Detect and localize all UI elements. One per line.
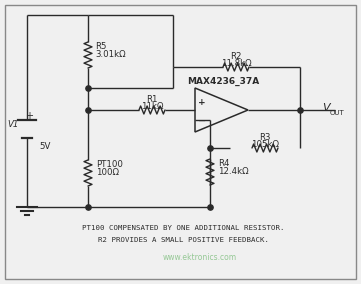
Text: R3: R3 — [259, 133, 271, 141]
Text: R2 PROVIDES A SMALL POSITIVE FEEDBACK.: R2 PROVIDES A SMALL POSITIVE FEEDBACK. — [97, 237, 269, 243]
Text: V: V — [322, 103, 330, 113]
Text: www.ektronics.com: www.ektronics.com — [163, 254, 237, 262]
Text: +: + — [198, 97, 206, 106]
Text: R4: R4 — [218, 158, 230, 168]
Text: R1: R1 — [146, 95, 158, 103]
Text: R2: R2 — [230, 51, 242, 60]
Text: 11.8kΩ: 11.8kΩ — [221, 59, 251, 68]
Text: 3.01kΩ: 3.01kΩ — [95, 49, 126, 59]
Text: MAX4236_37A: MAX4236_37A — [187, 76, 259, 85]
Text: 5V: 5V — [39, 141, 51, 151]
Text: PT100: PT100 — [96, 160, 123, 168]
Text: +: + — [25, 111, 33, 121]
Text: OUT: OUT — [330, 110, 345, 116]
Text: PT100 COMPENSATED BY ONE ADDITIONAL RESISTOR.: PT100 COMPENSATED BY ONE ADDITIONAL RESI… — [82, 225, 284, 231]
Text: V1: V1 — [7, 120, 19, 128]
Text: 11kΩ: 11kΩ — [141, 101, 163, 110]
Text: −: − — [198, 116, 206, 126]
Text: 100Ω: 100Ω — [96, 168, 119, 176]
Text: 105kΩ: 105kΩ — [251, 139, 279, 149]
Text: R5: R5 — [95, 41, 106, 51]
Text: 12.4kΩ: 12.4kΩ — [218, 166, 249, 176]
